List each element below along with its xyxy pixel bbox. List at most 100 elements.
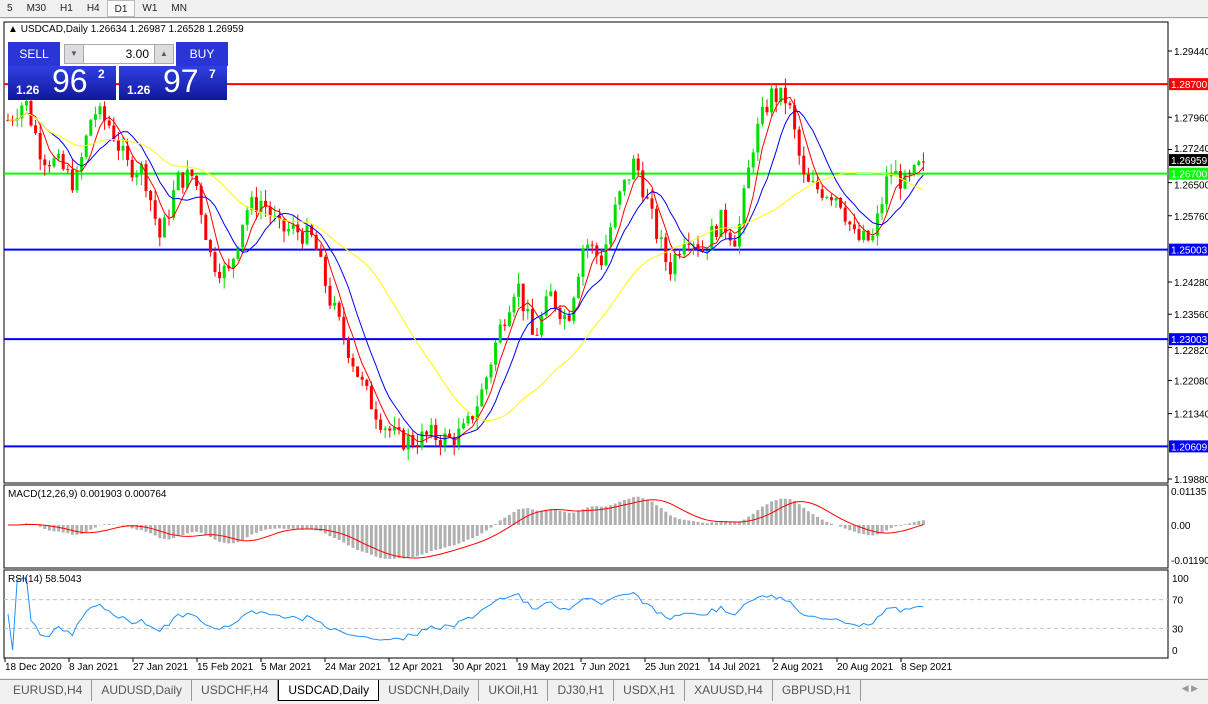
bear-candle [452, 437, 456, 445]
tab-scroll-arrows-icon[interactable]: ◀ ▶ [1181, 683, 1198, 693]
timeframe-5[interactable]: 5 [7, 3, 13, 14]
bull-candle [429, 424, 433, 435]
sell-price-button[interactable]: 1.26 96 2 [8, 66, 116, 100]
y-tick-label: 1.22080 [1174, 377, 1208, 388]
bear-candle [356, 366, 360, 377]
tab-ukoil-h1[interactable]: UKOil,H1 [479, 680, 549, 701]
tab-gbpusd-h1[interactable]: GBPUSD,H1 [773, 680, 862, 701]
bull-candle [517, 283, 521, 297]
chart-title: ▲ USDCAD,Daily 1.26634 1.26987 1.26528 1… [8, 24, 244, 35]
bull-candle [383, 428, 387, 430]
bull-candle [489, 364, 493, 378]
bear-candle [204, 214, 208, 240]
bear-candle [47, 165, 51, 167]
bear-candle [107, 120, 111, 126]
y-tick-label: 1.27240 [1174, 144, 1208, 155]
bull-candle [659, 237, 663, 239]
bear-candle [641, 170, 645, 198]
macd-label: MACD(12,26,9) 0.001903 0.000764 [8, 489, 167, 500]
bear-candle [687, 243, 691, 245]
tab-eurusd-h4[interactable]: EURUSD,H4 [4, 680, 93, 701]
bull-candle [710, 225, 714, 251]
bear-candle [415, 445, 419, 447]
bull-candle [420, 431, 424, 447]
bear-candle [319, 250, 323, 257]
chart-window[interactable]: 1.28700 1.26700 1.25003 1.23003 1.20609 1.269… [0, 19, 1208, 678]
bull-candle [609, 227, 613, 245]
bull-candle [250, 197, 254, 211]
bear-candle [103, 106, 107, 121]
bull-candle [20, 105, 24, 119]
sell-button[interactable]: SELL [8, 42, 60, 66]
bear-candle [66, 169, 70, 171]
bear-candle [213, 252, 217, 272]
bull-candle [613, 204, 617, 228]
bear-candle [149, 190, 153, 201]
bull-candle [75, 171, 79, 191]
bull-candle [135, 174, 139, 178]
bull-candle [576, 276, 580, 298]
tab-audusd-daily[interactable]: AUDUSD,Daily [92, 680, 193, 701]
ma-medium-line [7, 110, 924, 440]
timeframe-H1[interactable]: H1 [60, 3, 73, 14]
tab-dj30-h1[interactable]: DJ30,H1 [548, 680, 615, 701]
rsi-tick-label: 70 [1172, 596, 1184, 607]
bear-candle [714, 225, 718, 237]
timeframe-W1[interactable]: W1 [142, 3, 158, 14]
bear-candle [310, 225, 314, 236]
bear-candle [898, 170, 902, 189]
bull-candle [880, 204, 884, 214]
bear-candle [337, 302, 341, 317]
bull-candle [737, 223, 741, 247]
bull-candle [586, 244, 590, 249]
bull-candle [581, 248, 585, 277]
buy-price-prefix: 1.26 [127, 83, 151, 97]
buy-price-button[interactable]: 1.26 97 7 [119, 66, 227, 100]
current-price-label: 1.26959 [1171, 156, 1208, 167]
one-click-trading-panel: SELL 3.00 ▼ ▲ BUY 1.26 96 2 1.26 97 7 [8, 42, 228, 100]
bull-candle [176, 172, 180, 191]
bull-candle [719, 209, 723, 237]
level-price-tag [1169, 243, 1208, 256]
bear-candle [434, 424, 438, 440]
bull-candle [563, 315, 567, 320]
bear-candle [300, 232, 304, 244]
ma-fast-line [7, 96, 924, 443]
bear-candle [153, 200, 157, 219]
timeframe-toolbar: 5 M30 H1 H4 D1 W1 MN [0, 0, 1208, 18]
bear-candle [144, 164, 148, 191]
bear-candle [112, 125, 116, 141]
lot-decrease-icon[interactable]: ▼ [64, 44, 84, 64]
bear-candle [595, 245, 599, 256]
timeframe-H4[interactable]: H4 [86, 3, 100, 14]
chart-canvas[interactable]: 1.287001.267001.250031.230031.206091.269… [0, 19, 1208, 678]
bear-candle [866, 230, 870, 241]
sell-price-prefix: 1.26 [16, 83, 40, 97]
buy-button[interactable]: BUY [176, 42, 228, 66]
timeframe-MN[interactable]: MN [171, 3, 187, 14]
bull-candle [236, 247, 240, 259]
timeframe-M30[interactable]: M30 [26, 3, 47, 14]
level-price-label: 1.23003 [1171, 335, 1208, 346]
bear-candle [402, 430, 406, 450]
bull-candle [682, 243, 686, 255]
level-price-tag [1169, 440, 1208, 453]
bear-candle [448, 433, 452, 438]
sell-price-pip: 2 [98, 67, 105, 81]
symbol-label: USDCAD,Daily [20, 24, 88, 35]
tab-usdchf-h4[interactable]: USDCHF,H4 [192, 680, 279, 701]
lot-size-input[interactable]: 3.00 [64, 44, 174, 64]
tab-usdcad-daily[interactable]: USDCAD,Daily [278, 680, 380, 701]
timeframe-D1[interactable]: D1 [106, 0, 136, 17]
y-tick-label: 1.24280 [1174, 278, 1208, 289]
x-tick-label: 19 May 2021 [517, 662, 575, 673]
tab-usdx-h1[interactable]: USDX,H1 [614, 680, 686, 701]
bull-candle [691, 244, 695, 246]
bull-candle [291, 224, 295, 229]
bear-candle [116, 140, 120, 151]
bear-candle [820, 189, 824, 198]
tab-xauusd-h4[interactable]: XAUUSD,H4 [685, 680, 773, 701]
tab-usdcnh-daily[interactable]: USDCNH,Daily [379, 680, 480, 701]
bull-candle [475, 406, 479, 420]
lot-increase-icon[interactable]: ▲ [154, 44, 174, 64]
